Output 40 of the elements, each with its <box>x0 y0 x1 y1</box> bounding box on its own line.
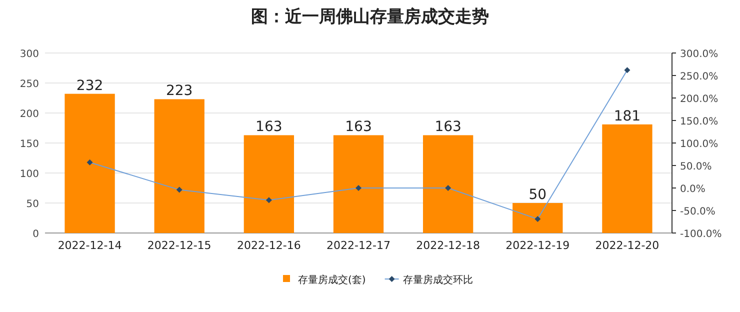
y-tick-label: 0 <box>32 229 39 240</box>
y2-tick-label: 50.0% <box>680 162 712 172</box>
x-tick-label: 2022-12-16 <box>236 239 301 252</box>
y-tick-label: 150 <box>20 139 39 150</box>
y2-tick-label: 200.0% <box>680 94 718 105</box>
y2-tick-label: -100.0% <box>680 229 722 240</box>
bar <box>333 135 384 233</box>
y2-tick-label: 150.0% <box>680 116 718 128</box>
data-label: 163 <box>434 119 462 136</box>
x-tick-label: 2022-12-20 <box>595 239 660 252</box>
chart-title: 图：近一周佛山存量房成交走势 <box>251 7 489 27</box>
data-label: 181 <box>614 108 641 124</box>
x-tick-label: 2022-12-14 <box>58 239 122 252</box>
bar <box>244 135 294 233</box>
legend-label: 存量房成交(套) <box>298 274 366 286</box>
bar <box>422 135 474 233</box>
x-tick-label: 2022-12-19 <box>506 239 570 252</box>
legend-label: 存量房成交环比 <box>402 274 473 286</box>
data-label: 50 <box>528 187 547 203</box>
y2-tick-label: 0.0% <box>680 184 706 195</box>
x-tick-label: 2022-12-17 <box>326 239 390 252</box>
bar <box>512 203 563 233</box>
y-tick-label: 100 <box>20 169 39 180</box>
y2-tick-label: 300.0% <box>680 49 718 60</box>
data-label: 163 <box>345 119 372 136</box>
bar <box>64 94 115 233</box>
data-label: 232 <box>76 78 104 94</box>
y-tick-label: 200 <box>20 109 39 120</box>
y2-tick-label: 100.0% <box>680 139 718 150</box>
bar <box>602 124 652 233</box>
data-label: 163 <box>256 119 282 136</box>
y-tick-label: 50 <box>26 199 39 210</box>
y2-tick-label: -50.0% <box>680 206 716 218</box>
data-label: 223 <box>166 83 193 100</box>
x-tick-label: 2022-12-15 <box>147 239 212 252</box>
y2-tick-label: 250.0% <box>680 72 718 82</box>
bar <box>154 99 204 233</box>
x-tick-label: 2022-12-18 <box>416 239 480 252</box>
y-tick-label: 300 <box>20 49 39 60</box>
y-tick-label: 250 <box>20 79 39 90</box>
